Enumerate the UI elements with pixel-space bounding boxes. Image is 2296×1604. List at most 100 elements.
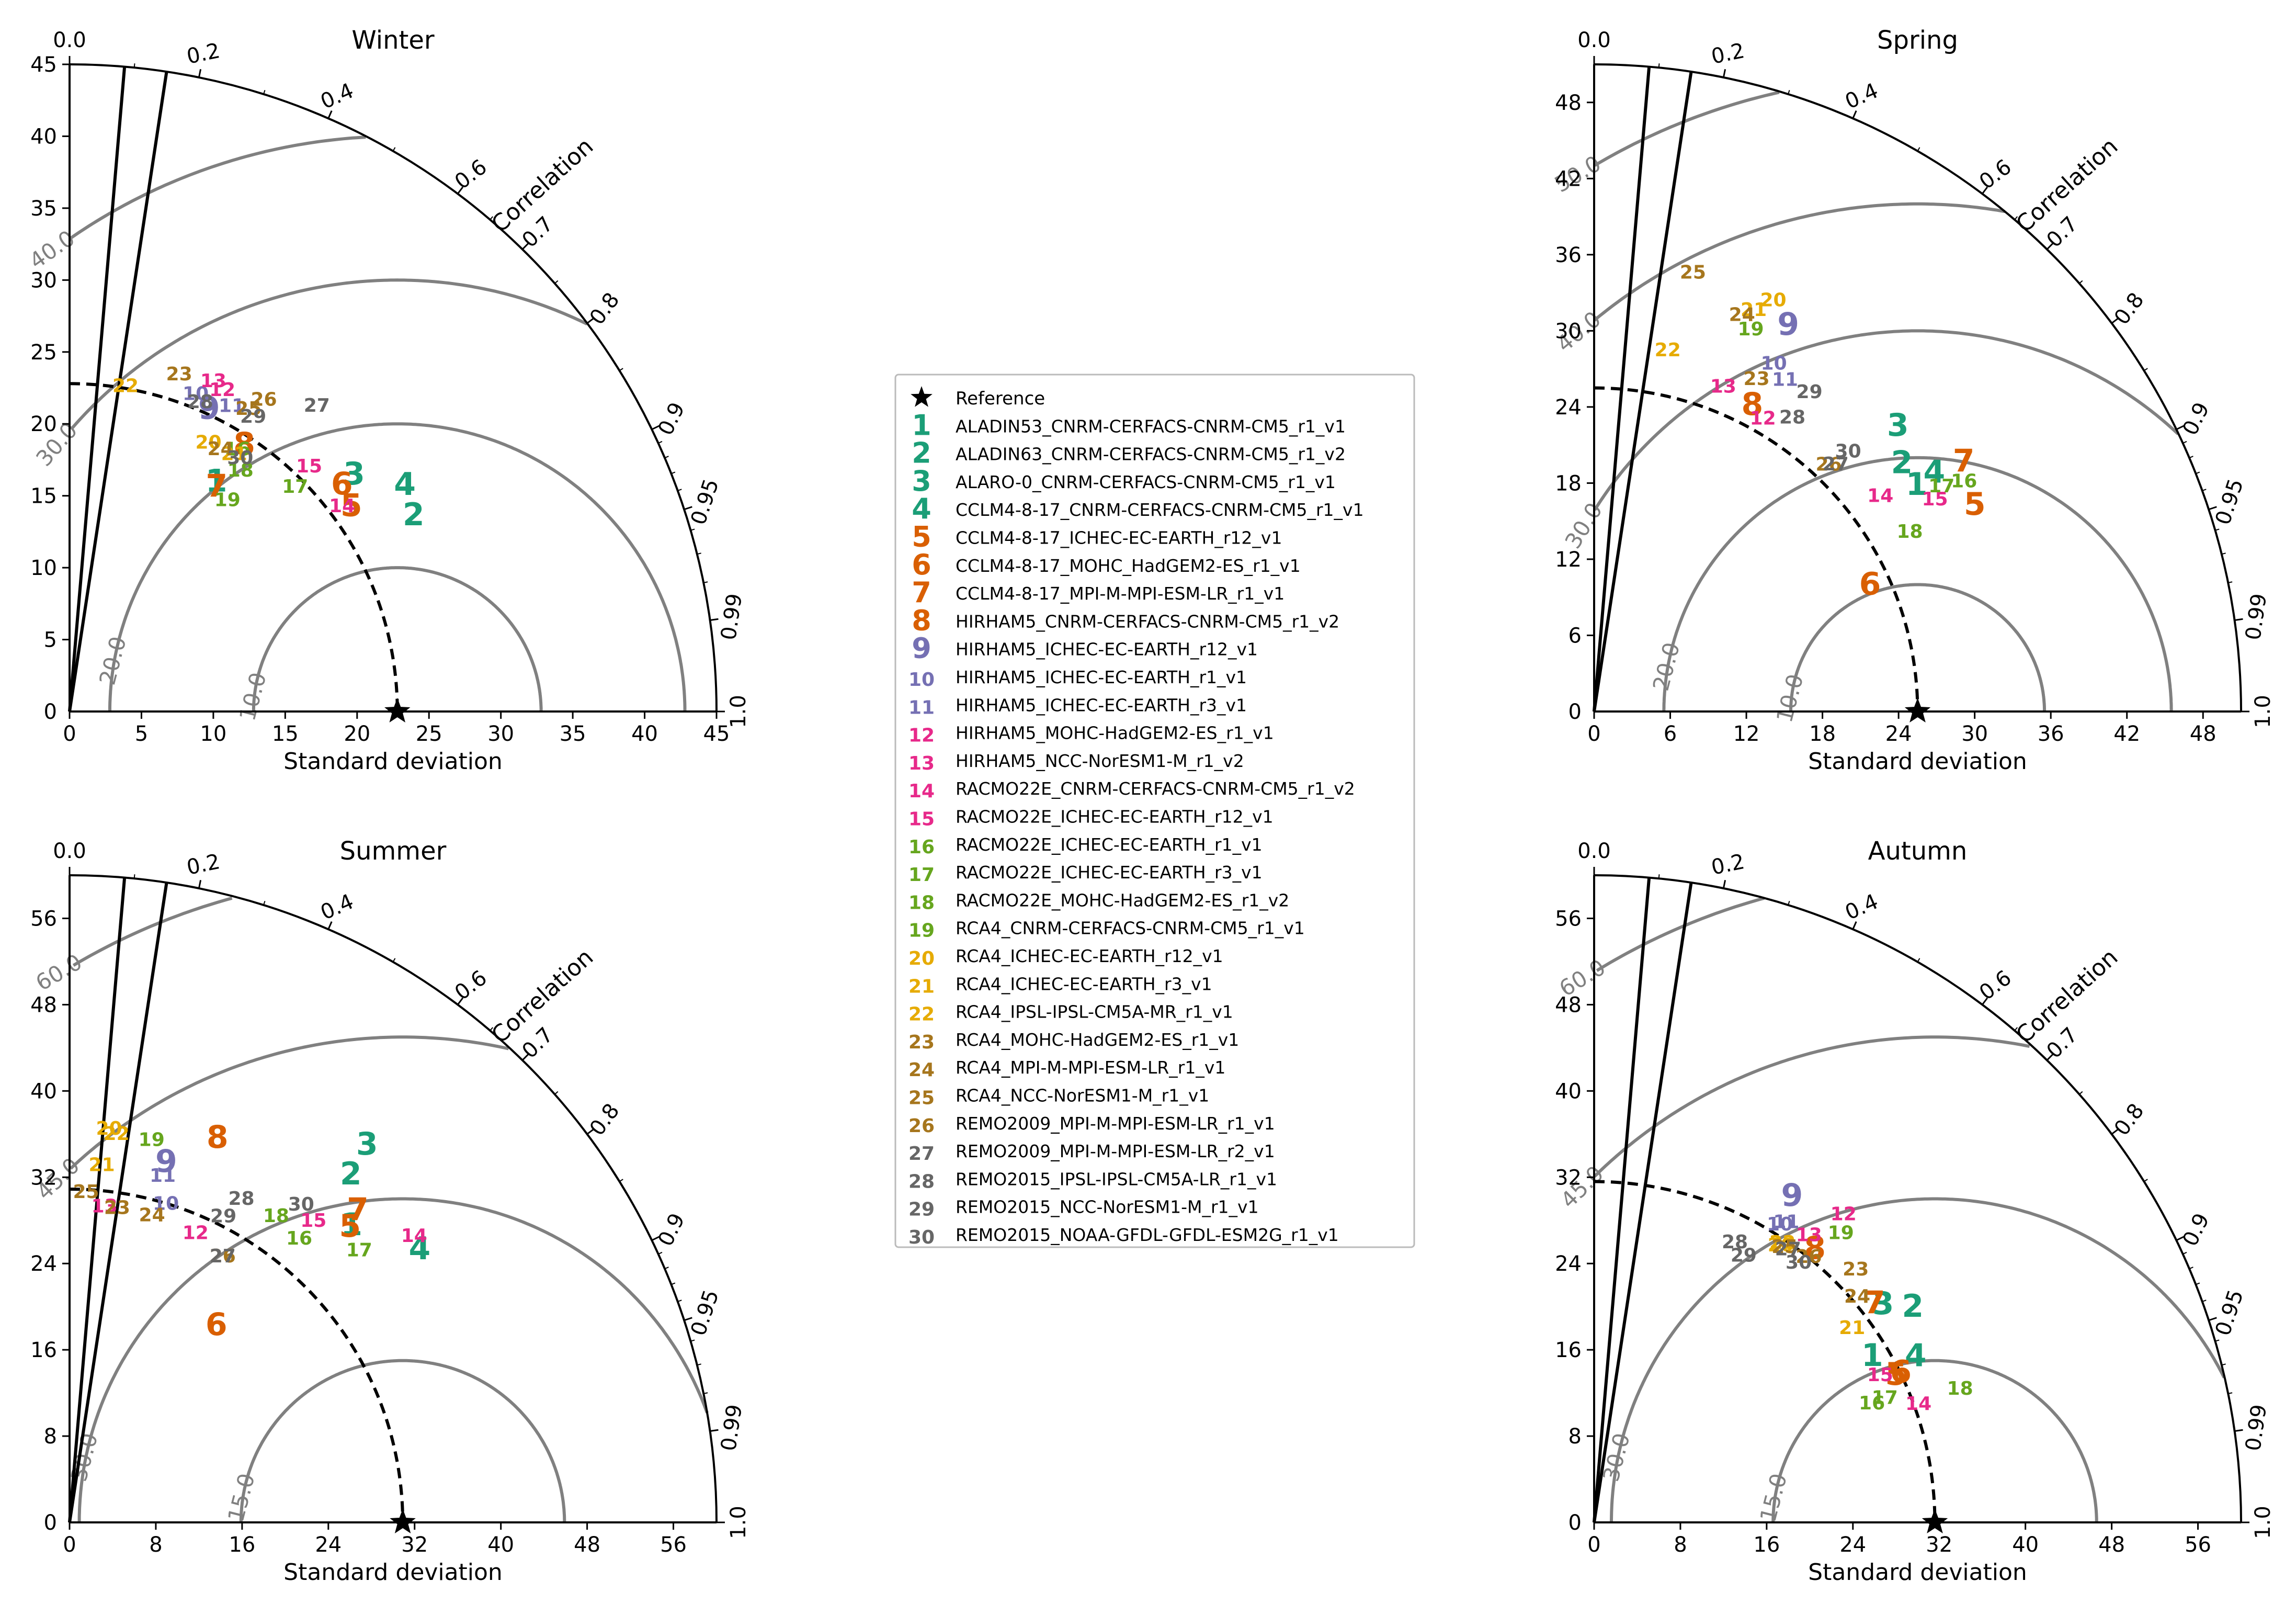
model-marker-23: 23 [1744, 368, 1770, 390]
model-marker-8: 8 [1742, 386, 1764, 423]
model-marker-4: 4 [409, 1230, 431, 1267]
model-marker-15: 15 [1867, 1364, 1893, 1386]
legend-entry-16: RACMO22E_ICHEC-EC-EARTH_r1_v1 [956, 834, 1263, 855]
radial-line [68, 877, 127, 1523]
corr-tick [327, 110, 333, 119]
corr-minor-tick [671, 471, 676, 475]
model-marker-5: 5 [340, 487, 362, 524]
taylor-panel-summer: Summer15.030.045.060.0008816162424323240… [30, 837, 751, 1586]
x-tick-label: 16 [1753, 1533, 1780, 1557]
taylor-panel-spring: Spring10.020.030.040.050.000661212181824… [1550, 26, 2275, 775]
model-marker-16: 16 [286, 1228, 312, 1249]
legend-marker-2: 2 [912, 437, 931, 470]
rmsd-contour [1593, 329, 2179, 511]
rmsd-label: 20.0 [94, 634, 131, 687]
model-marker-17: 17 [1928, 476, 1954, 497]
legend-marker-29: 29 [908, 1199, 935, 1221]
legend-marker-25: 25 [908, 1088, 935, 1109]
y-tick-label: 45 [30, 53, 57, 77]
legend-marker-17: 17 [908, 864, 935, 886]
y-tick-label: 6 [1568, 624, 1582, 648]
corr-tick-label: 0.9 [654, 399, 690, 439]
x-tick-label: 8 [149, 1533, 162, 1557]
corr-minor-tick [133, 63, 135, 68]
reference-arc [69, 1187, 405, 1523]
corr-tick [651, 1236, 660, 1241]
corr-minor-tick [2079, 1091, 2083, 1095]
corr-minor-tick [677, 489, 682, 491]
model-marker-21: 21 [1839, 1317, 1865, 1339]
model-marker-23: 23 [1843, 1259, 1869, 1280]
y-tick-label: 15 [30, 484, 57, 509]
legend-marker-19: 19 [908, 920, 935, 942]
model-marker-11: 11 [219, 396, 245, 417]
corr-tick-label: 0.95 [686, 1287, 724, 1339]
corr-minor-tick [1788, 901, 1790, 906]
model-marker-18: 18 [263, 1205, 289, 1227]
corr-tick [521, 243, 529, 250]
reference-star [1904, 698, 1931, 722]
rmsd-contour [69, 135, 366, 240]
corr-minor-tick [664, 1267, 669, 1270]
rmsd-label: 10.0 [234, 670, 271, 724]
y-tick-label: 42 [1555, 167, 1582, 191]
corr-tick [2208, 1317, 2217, 1321]
panel-title: Winter [351, 26, 435, 55]
legend-marker-30: 30 [908, 1227, 935, 1248]
radial-line [1593, 877, 1651, 1523]
legend-marker-20: 20 [908, 948, 935, 969]
model-marker-18: 18 [228, 460, 254, 481]
corr-tick [586, 318, 595, 324]
model-marker-20: 20 [195, 432, 221, 453]
corr-minor-tick [697, 1363, 701, 1366]
model-marker-26: 26 [1795, 1246, 1822, 1268]
y-tick-label: 16 [1555, 1338, 1582, 1362]
legend-entry-7: CCLM4-8-17_MPI-M-MPI-ESM-LR_r1_v1 [956, 583, 1285, 604]
corr-tick-label: 0.4 [1842, 78, 1882, 114]
y-tick-label: 30 [1555, 319, 1582, 343]
model-marker-3: 3 [1887, 407, 1909, 444]
corr-minor-tick [2228, 581, 2233, 583]
panel-title: Summer [340, 837, 447, 866]
radial-line [1593, 882, 1693, 1523]
y-tick-label: 0 [44, 700, 57, 724]
model-marker-11: 11 [1772, 369, 1798, 391]
model-marker-1: 1 [1906, 466, 1928, 503]
model-marker-21: 21 [89, 1154, 115, 1176]
corr-tick [1981, 997, 1988, 1006]
model-marker-23: 23 [104, 1198, 130, 1219]
corr-tick-label: 0.0 [1577, 28, 1611, 52]
y-tick-label: 18 [1555, 471, 1582, 495]
outer-arc [69, 874, 718, 1523]
model-marker-25: 25 [1771, 1236, 1798, 1258]
model-marker-2: 2 [340, 1156, 362, 1192]
y-tick-label: 0 [1568, 700, 1582, 724]
corr-tick [457, 997, 463, 1006]
corr-minor-tick [671, 1282, 676, 1285]
legend-marker-9: 9 [912, 632, 931, 665]
model-marker-20: 20 [1760, 289, 1786, 311]
outer-arc [1594, 874, 2242, 1523]
model-marker-23: 23 [166, 364, 192, 385]
corr-tick-label: 0.8 [2110, 1099, 2149, 1140]
legend-marker-15: 15 [908, 809, 935, 830]
legend-entry-27: REMO2009_MPI-M-MPI-ESM-LR_r2_v1 [956, 1141, 1275, 1161]
legend-entry-29: REMO2015_NCC-NorESM1-M_r1_v1 [956, 1197, 1259, 1217]
x-tick-label: 32 [401, 1533, 428, 1557]
corr-minor-tick [2183, 440, 2187, 444]
legend-entry-18: RACMO22E_MOHC-HadGEM2-ES_r1_v2 [956, 890, 1289, 910]
corr-tick-label: 1.0 [2251, 1506, 2275, 1539]
x-tick-label: 5 [135, 722, 148, 746]
rmsd-label: 30.0 [66, 1430, 103, 1484]
x-tick-label: 20 [344, 722, 370, 746]
corr-minor-tick [690, 1339, 695, 1342]
corr-tick [2176, 425, 2185, 431]
corr-tick [651, 425, 660, 431]
corr-tick-label: 0.2 [1709, 850, 1747, 880]
model-marker-6: 6 [1890, 1354, 1912, 1391]
rmsd-label: 10.0 [1771, 671, 1809, 725]
x-tick-label: 42 [2113, 722, 2140, 746]
legend-box [894, 374, 1415, 1248]
